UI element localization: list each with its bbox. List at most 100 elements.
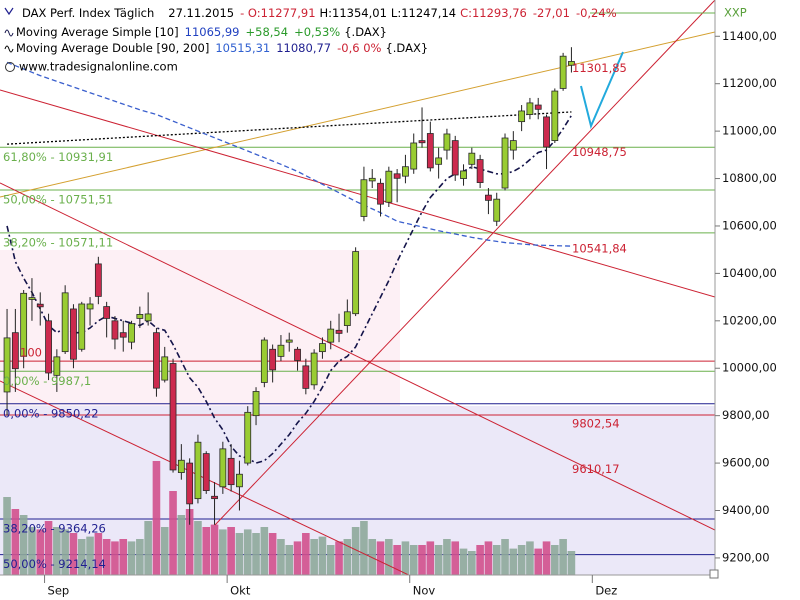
candle-body xyxy=(20,292,28,357)
candle-body xyxy=(36,303,44,308)
volume-bar xyxy=(484,541,493,575)
trend-line xyxy=(214,0,715,526)
legend-value: -0,6 0% xyxy=(337,41,381,55)
trend-line xyxy=(0,31,715,198)
volume-bar xyxy=(526,541,534,575)
volume-bar xyxy=(285,545,294,575)
projection-line xyxy=(580,51,624,130)
date: 27.11.2015 xyxy=(168,6,234,20)
volume-bar xyxy=(368,539,377,575)
candle-body xyxy=(451,140,459,176)
candle-body xyxy=(219,448,227,488)
legend-entry: Moving Average Simple [10] 11065,99 +58,54… xyxy=(16,25,387,39)
candle-body xyxy=(426,133,434,169)
volume-bar xyxy=(61,529,69,575)
candle-body xyxy=(53,356,61,376)
candle-body xyxy=(460,170,467,179)
legend-entry: Moving Average Double [90, 200] 10515,31 1… xyxy=(16,41,428,55)
candle-body xyxy=(111,320,119,340)
legend-value: 11065,99 xyxy=(185,25,240,39)
volume-bar xyxy=(326,545,335,575)
volume-bar xyxy=(194,521,202,575)
volume-bar xyxy=(136,539,144,575)
volume-bar xyxy=(102,539,111,575)
volume-bar xyxy=(169,491,177,575)
volume-bar xyxy=(542,541,551,575)
candle-body xyxy=(194,441,202,500)
price-label: 11301,85 xyxy=(572,61,627,75)
candle-body xyxy=(3,337,11,393)
legend-source: {.DAX} xyxy=(344,25,387,39)
volume-bar xyxy=(185,509,194,575)
volume-bar xyxy=(459,548,468,575)
y-tick-label: 10400,00 xyxy=(722,266,777,280)
volume-bar xyxy=(517,545,526,575)
y-tick-label: 9800,00 xyxy=(722,408,770,422)
volume-bar xyxy=(501,539,509,575)
candle-body xyxy=(485,194,492,201)
y-tick-label: 11400,00 xyxy=(722,29,777,43)
volume-bar xyxy=(44,521,53,575)
y-tick-label: 9200,00 xyxy=(722,550,770,564)
candle-body xyxy=(260,339,268,383)
candle-body xyxy=(418,140,426,144)
volume-bar xyxy=(119,539,128,575)
volume-bar xyxy=(127,541,136,575)
header: DAX Perf. Index Täglich 27.11.2015 - O:112… xyxy=(22,6,617,20)
level-label: 38,20% - 10571,11 xyxy=(3,235,113,249)
candle-body xyxy=(377,182,384,205)
candles xyxy=(3,47,575,525)
volume-bar xyxy=(202,527,211,575)
candle-body xyxy=(244,411,252,464)
y-tick-label: 10200,00 xyxy=(722,313,777,327)
volume-bar xyxy=(210,524,219,575)
candle-body xyxy=(468,152,476,165)
y-tick-label: 10000,00 xyxy=(722,361,777,375)
candle-body xyxy=(343,311,351,326)
candle-body xyxy=(534,104,542,110)
y-tick-label: 11000,00 xyxy=(722,124,777,138)
volume-bar xyxy=(418,545,426,575)
volume xyxy=(3,461,576,575)
legend-value: 10515,31 xyxy=(215,41,270,55)
candle-body xyxy=(352,251,360,315)
volume-bar xyxy=(111,541,119,575)
plot-area: 61,80% - 10931,91 50,00% - 10751,51 38,20%… xyxy=(0,0,715,575)
volume-bar xyxy=(335,541,343,575)
change-pct: -0,24% xyxy=(576,6,617,20)
candle-body xyxy=(402,166,409,177)
candle-body xyxy=(119,332,127,338)
candle-body xyxy=(128,323,135,343)
volume-bar xyxy=(376,541,385,575)
instrument: DAX Perf. Index Täglich xyxy=(22,6,154,20)
volume-bar xyxy=(268,533,277,575)
volume-bar xyxy=(94,533,103,575)
trend-line xyxy=(0,182,715,531)
candle-body xyxy=(526,102,534,115)
volume-bar xyxy=(152,461,161,575)
candle-body xyxy=(153,332,160,389)
candle-body xyxy=(385,170,393,203)
corner-icon xyxy=(709,569,719,579)
price-label: 9610,17 xyxy=(572,462,620,476)
candle-body xyxy=(559,55,567,89)
level-label: 61,80% - 10931,91 xyxy=(3,150,113,164)
close: C:11293,76 xyxy=(460,6,527,20)
volume-bar xyxy=(36,529,45,575)
candle-body xyxy=(319,343,326,353)
volume-bar xyxy=(360,521,368,575)
candle-body xyxy=(443,133,451,151)
candle-body xyxy=(269,348,277,371)
y-tick-label: 9400,00 xyxy=(722,503,770,517)
volume-bar xyxy=(401,541,410,575)
candle-body xyxy=(335,329,343,334)
legend-name: Moving Average Simple [10] xyxy=(16,25,179,39)
candle-body xyxy=(78,303,86,350)
level-label: 9802,54 xyxy=(572,417,620,431)
candle-body xyxy=(501,137,509,189)
legend-icon xyxy=(4,45,14,53)
volume-bar xyxy=(351,527,360,575)
volume-bar xyxy=(3,497,11,575)
volume-bar xyxy=(534,548,543,575)
price-label: 10948,75 xyxy=(572,145,627,159)
